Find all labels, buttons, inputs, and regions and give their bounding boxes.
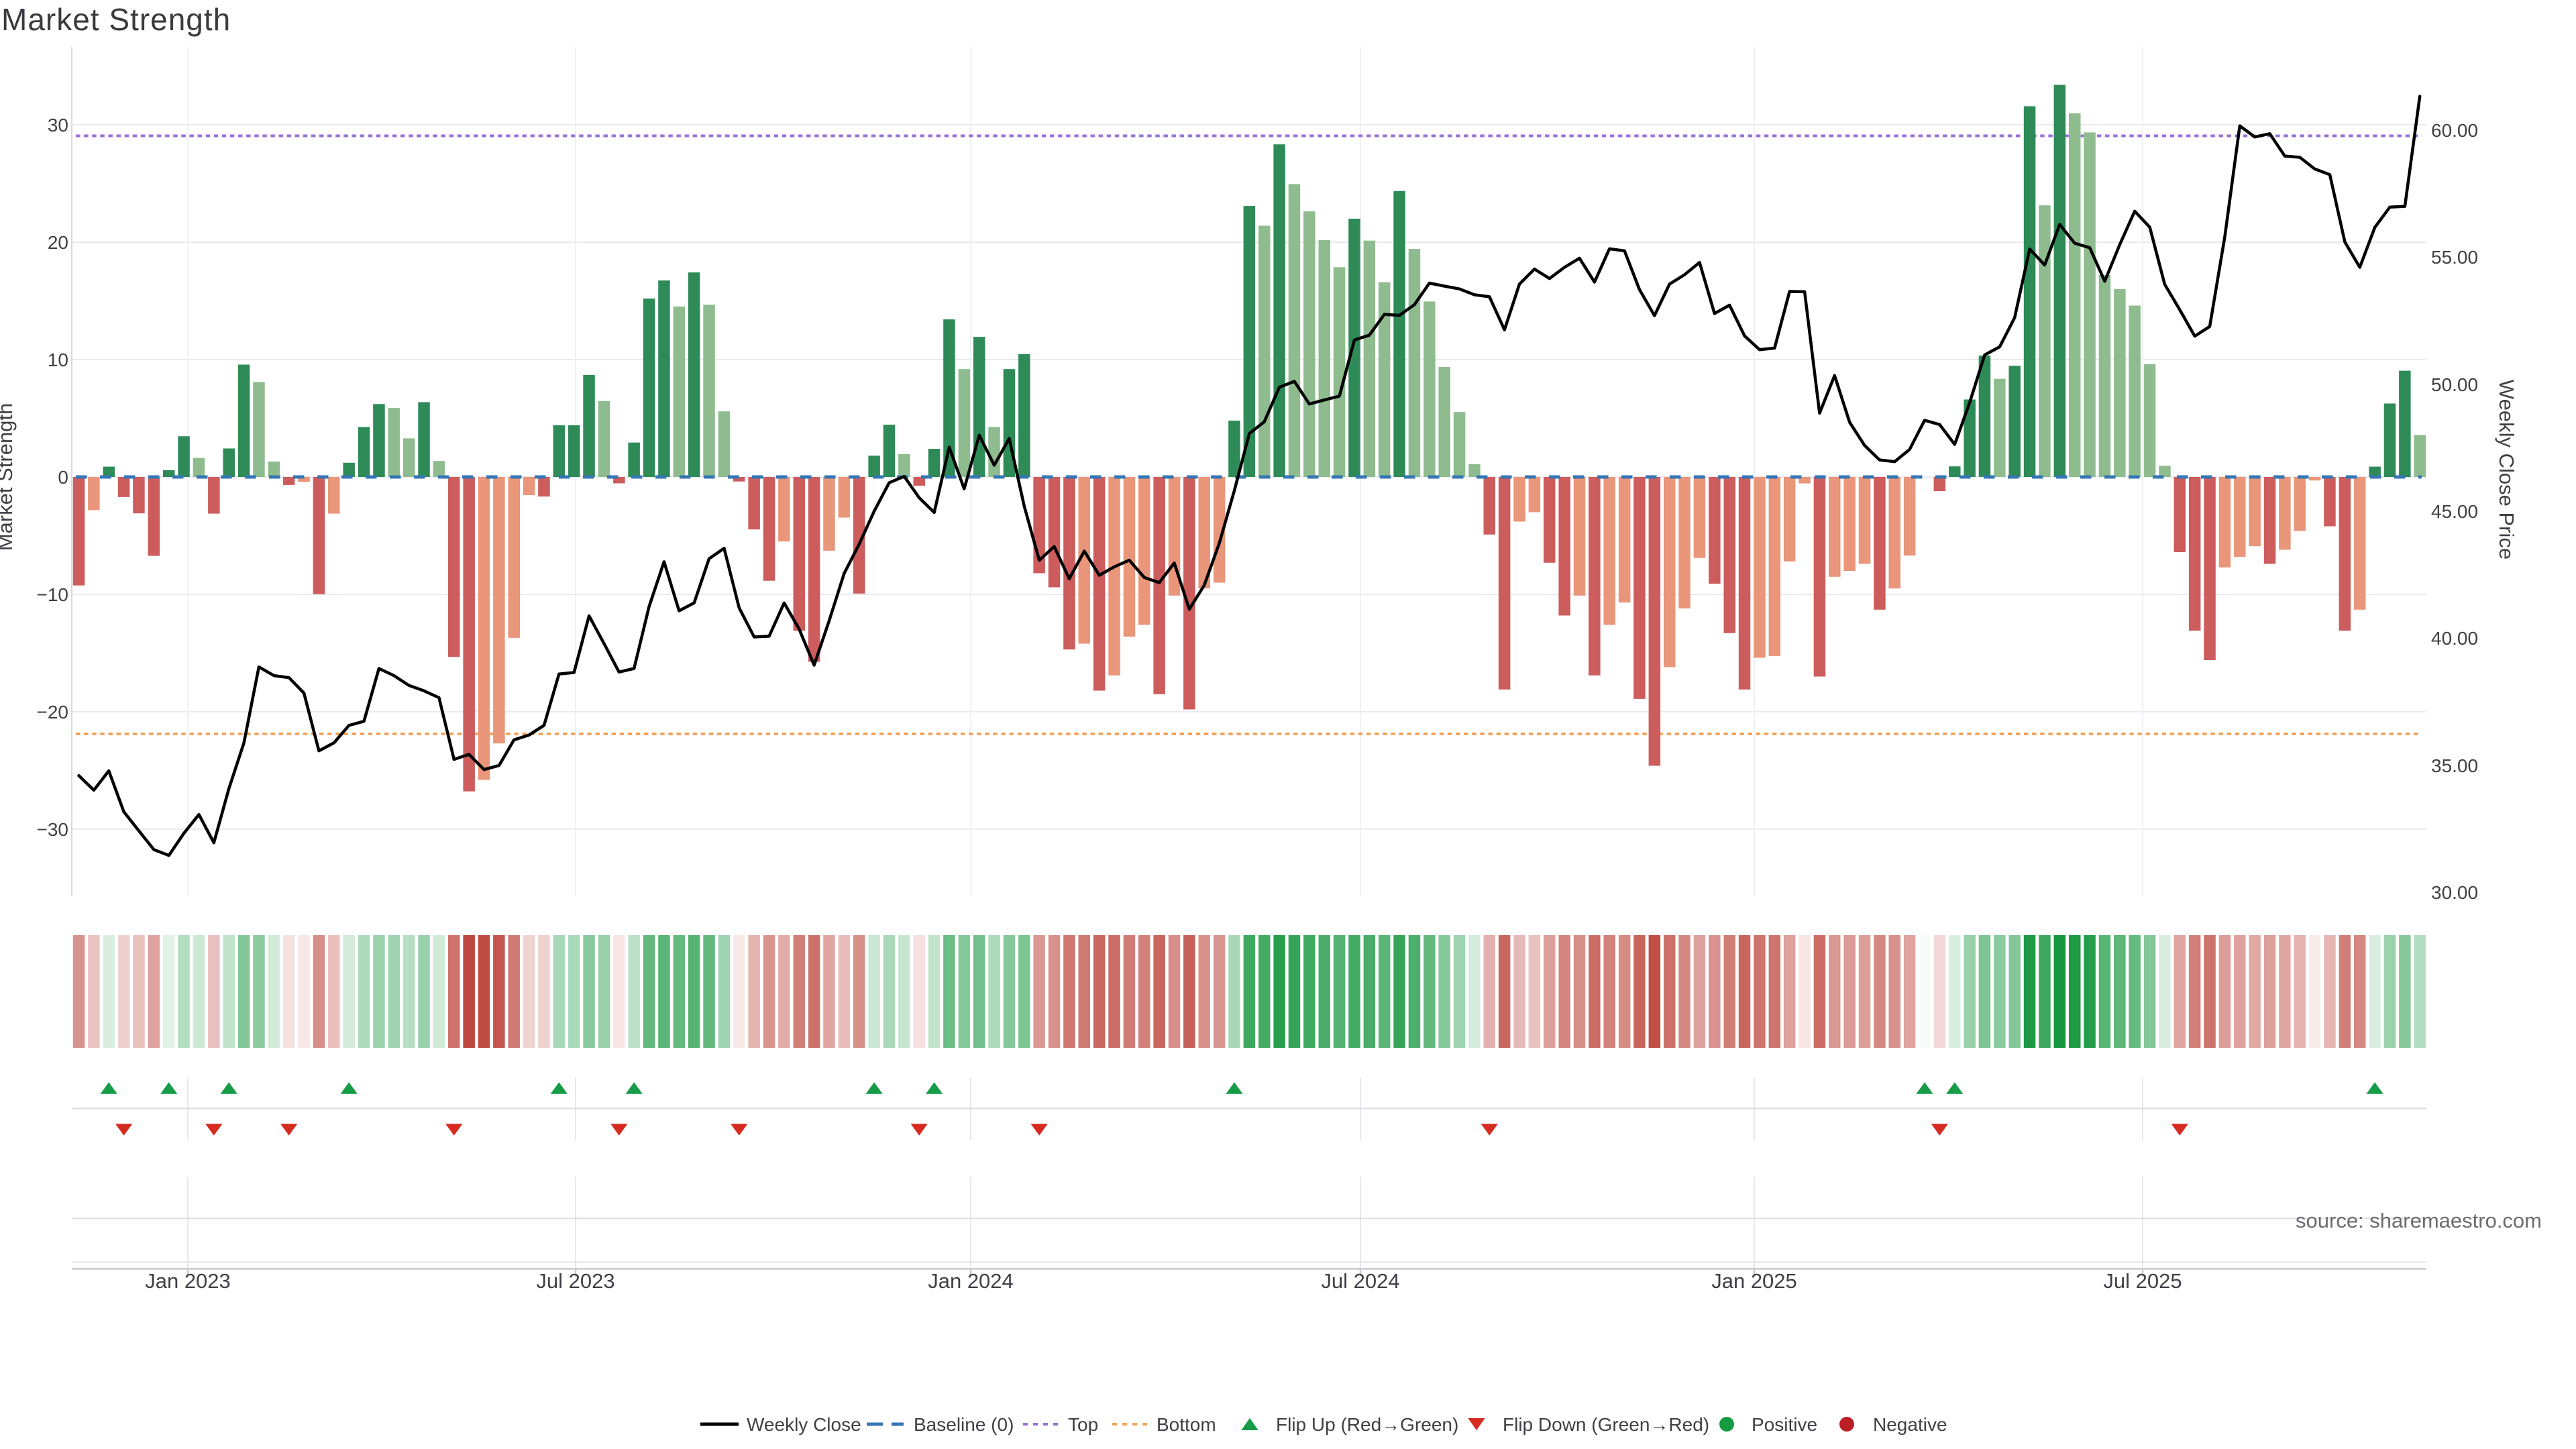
svg-text:55.00: 55.00 (2431, 247, 2478, 268)
svg-text:Market Strength: Market Strength (0, 403, 17, 551)
svg-text:Jan 2024: Jan 2024 (928, 1269, 1014, 1293)
svg-text:10: 10 (48, 350, 68, 370)
svg-text:Positive: Positive (1752, 1414, 1817, 1435)
svg-text:Negative: Negative (1873, 1414, 1947, 1435)
svg-text:Jul 2024: Jul 2024 (1321, 1269, 1399, 1293)
svg-text:35.00: 35.00 (2431, 755, 2478, 776)
svg-text:−30: −30 (37, 819, 69, 840)
svg-text:20: 20 (48, 232, 68, 253)
svg-text:40.00: 40.00 (2431, 628, 2478, 649)
svg-text:Bottom: Bottom (1157, 1414, 1216, 1435)
svg-text:Weekly Close Price: Weekly Close Price (2495, 380, 2518, 559)
svg-text:−10: −10 (37, 584, 69, 605)
svg-text:−20: −20 (37, 702, 69, 722)
svg-text:Jan 2023: Jan 2023 (145, 1269, 231, 1293)
svg-text:30: 30 (48, 115, 68, 136)
svg-text:Market Strength: Market Strength (1, 2, 231, 37)
svg-text:60.00: 60.00 (2431, 120, 2478, 141)
svg-text:Flip Up (Red→Green): Flip Up (Red→Green) (1276, 1414, 1458, 1435)
svg-text:0: 0 (58, 467, 68, 488)
svg-text:Weekly Close: Weekly Close (747, 1414, 861, 1435)
svg-text:45.00: 45.00 (2431, 501, 2478, 522)
svg-text:source: sharemaestro.com: source: sharemaestro.com (2296, 1209, 2542, 1232)
svg-text:Jan 2025: Jan 2025 (1711, 1269, 1797, 1293)
svg-text:Jul 2025: Jul 2025 (2103, 1269, 2182, 1293)
svg-text:Flip Down (Green→Red): Flip Down (Green→Red) (1503, 1414, 1709, 1435)
svg-text:Jul 2023: Jul 2023 (536, 1269, 614, 1293)
svg-text:Top: Top (1068, 1414, 1098, 1435)
svg-text:30.00: 30.00 (2431, 882, 2478, 903)
svg-text:Baseline (0): Baseline (0) (914, 1414, 1014, 1435)
svg-text:50.00: 50.00 (2431, 374, 2478, 395)
